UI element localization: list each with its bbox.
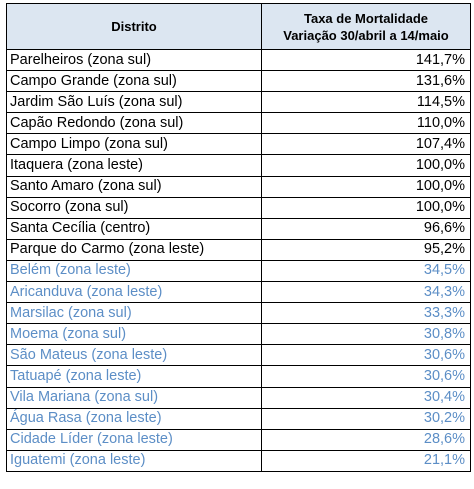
district-cell: Tatuapé (zona leste): [6, 365, 262, 388]
district-cell: Campo Grande (zona sul): [6, 70, 262, 93]
district-cell: Santo Amaro (zona sul): [6, 175, 262, 198]
mortality-rate-cell: 21,1%: [261, 449, 471, 472]
mortality-rate-cell: 30,4%: [261, 386, 471, 409]
district-cell: Água Rasa (zona leste): [6, 407, 262, 430]
district-cell: Cidade Líder (zona leste): [6, 428, 262, 451]
district-cell: Santa Cecília (centro): [6, 217, 262, 240]
mortality-rate-cell: 110,0%: [261, 112, 471, 135]
district-cell: Aricanduva (zona leste): [6, 281, 262, 304]
table-row: Capão Redondo (zona sul) 110,0%: [6, 112, 471, 135]
table-row: Moema (zona sul) 30,8%: [6, 323, 471, 346]
mortality-rate-cell: 30,8%: [261, 323, 471, 346]
mortality-rate-cell: 33,3%: [261, 302, 471, 325]
table-row: Parelheiros (zona sul) 141,7%: [6, 48, 471, 72]
mortality-rate-cell: 30,6%: [261, 344, 471, 367]
mortality-rate-cell: 96,6%: [261, 217, 471, 240]
district-cell: Marsilac (zona sul): [6, 302, 262, 325]
table-row: Jardim São Luís (zona sul) 114,5%: [6, 91, 471, 114]
mortality-rate-cell: 100,0%: [261, 154, 471, 177]
rate-header-title: Taxa de Mortalidade: [303, 10, 428, 26]
rate-column-header: Taxa de Mortalidade Variação 30/abril a …: [261, 3, 471, 50]
mortality-rate-cell: 28,6%: [261, 428, 471, 451]
district-cell: Jardim São Luís (zona sul): [6, 91, 262, 114]
table-row: Belém (zona leste) 34,5%: [6, 259, 471, 283]
table-row: Cidade Líder (zona leste) 28,6%: [6, 428, 471, 451]
district-cell: São Mateus (zona leste): [6, 344, 262, 367]
table-row: Vila Mariana (zona sul) 30,4%: [6, 386, 471, 409]
table-row: São Mateus (zona leste) 30,6%: [6, 344, 471, 367]
mortality-rate-cell: 30,2%: [261, 407, 471, 430]
table-row: Iguatemi (zona leste) 21,1%: [6, 449, 471, 472]
table-body: Parelheiros (zona sul) 141,7% Campo Grande…: [6, 48, 471, 472]
mortality-rate-cell: 141,7%: [261, 48, 471, 72]
district-cell: Itaquera (zona leste): [6, 154, 262, 177]
district-cell: Vila Mariana (zona sul): [6, 386, 262, 409]
table-row: Socorro (zona sul) 100,0%: [6, 196, 471, 219]
mortality-rate-cell: 95,2%: [261, 238, 471, 261]
table-header: Distrito Taxa de Mortalidade Variação 30…: [6, 3, 471, 50]
mortality-rate-cell: 34,3%: [261, 281, 471, 304]
table-row: Santo Amaro (zona sul) 100,0%: [6, 175, 471, 198]
table-row: Santa Cecília (centro) 96,6%: [6, 217, 471, 240]
district-cell: Belém (zona leste): [6, 259, 262, 283]
table-row: Parque do Carmo (zona leste) 95,2%: [6, 238, 471, 261]
mortality-rate-cell: 34,5%: [261, 259, 471, 283]
mortality-rate-cell: 100,0%: [261, 175, 471, 198]
mortality-rate-cell: 30,6%: [261, 365, 471, 388]
header-row: Distrito Taxa de Mortalidade Variação 30…: [6, 3, 471, 50]
table-row: Campo Grande (zona sul) 131,6%: [6, 70, 471, 93]
rate-header-period: Variação 30/abril a 14/maio: [283, 27, 449, 43]
table-row: Água Rasa (zona leste) 30,2%: [6, 407, 471, 430]
district-cell: Campo Limpo (zona sul): [6, 133, 262, 156]
district-cell: Moema (zona sul): [6, 323, 262, 346]
district-cell: Parelheiros (zona sul): [6, 48, 262, 72]
district-cell: Capão Redondo (zona sul): [6, 112, 262, 135]
mortality-rate-cell: 114,5%: [261, 91, 471, 114]
district-column-header: Distrito: [6, 3, 262, 50]
table-row: Aricanduva (zona leste) 34,3%: [6, 281, 471, 304]
table-row: Campo Limpo (zona sul) 107,4%: [6, 133, 471, 156]
mortality-rate-cell: 131,6%: [261, 70, 471, 93]
mortality-table: Distrito Taxa de Mortalidade Variação 30…: [6, 3, 471, 472]
mortality-rate-cell: 107,4%: [261, 133, 471, 156]
district-cell: Socorro (zona sul): [6, 196, 262, 219]
mortality-table-container: Distrito Taxa de Mortalidade Variação 30…: [6, 3, 471, 472]
district-cell: Parque do Carmo (zona leste): [6, 238, 262, 261]
district-cell: Iguatemi (zona leste): [6, 449, 262, 472]
table-row: Marsilac (zona sul) 33,3%: [6, 302, 471, 325]
table-row: Tatuapé (zona leste) 30,6%: [6, 365, 471, 388]
table-row: Itaquera (zona leste) 100,0%: [6, 154, 471, 177]
mortality-rate-cell: 100,0%: [261, 196, 471, 219]
